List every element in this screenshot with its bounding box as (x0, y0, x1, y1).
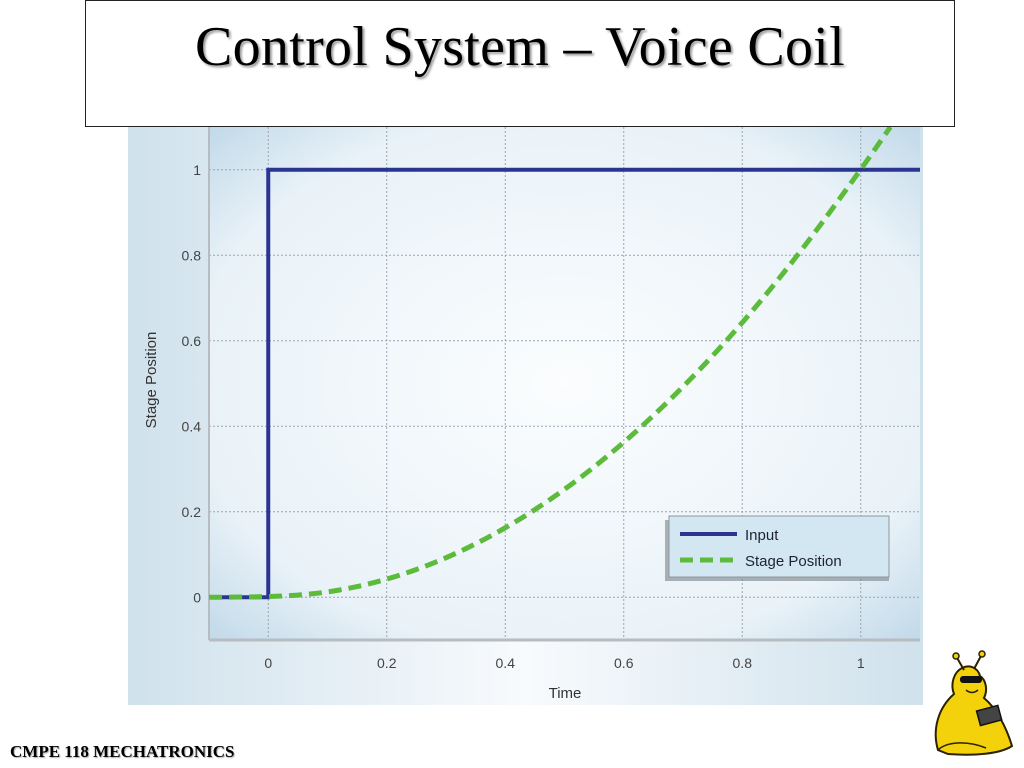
y-tick-label: 1 (193, 162, 201, 178)
y-tick-label: 0 (193, 589, 201, 605)
slug-laptop (975, 704, 1003, 727)
x-tick-label: 0.4 (496, 655, 516, 671)
x-tick-label: 0.2 (377, 655, 397, 671)
slide-title-box: Control System – Voice Coil (85, 0, 955, 127)
stage-position-series-line (208, 125, 893, 600)
slide-title: Control System – Voice Coil (194, 16, 846, 78)
x-axis-label: Time (549, 685, 582, 702)
y-tick-label: 0.4 (182, 418, 202, 434)
tick-labels: 0 0.2 0.4 0.6 0.8 1 0 0.2 0.4 0.6 0.8 1 (182, 162, 865, 671)
series-layer (208, 125, 920, 600)
banana-slug-mascot-icon (934, 650, 1014, 756)
x-tick-label: 0 (264, 655, 272, 671)
y-tick-label: 0.2 (182, 504, 202, 520)
legend-input-label: Input (745, 527, 779, 544)
legend: Input Stage Position (665, 515, 890, 581)
course-footer: CMPE 118 MECHATRONICS (10, 742, 235, 761)
slug-smile (965, 689, 979, 694)
slug-sunglasses (960, 676, 982, 683)
x-tick-label: 1 (857, 655, 865, 671)
x-tick-label: 0.8 (733, 655, 753, 671)
x-tick-label: 0.6 (614, 655, 634, 671)
slug-tail (937, 742, 987, 751)
legend-box (668, 515, 890, 578)
slug-body (934, 665, 1014, 756)
y-tick-label: 0.8 (182, 247, 202, 263)
y-tick-label: 0.6 (182, 333, 202, 349)
legend-stage-label: Stage Position (745, 553, 842, 570)
y-axis-label: Stage Position (143, 332, 160, 429)
